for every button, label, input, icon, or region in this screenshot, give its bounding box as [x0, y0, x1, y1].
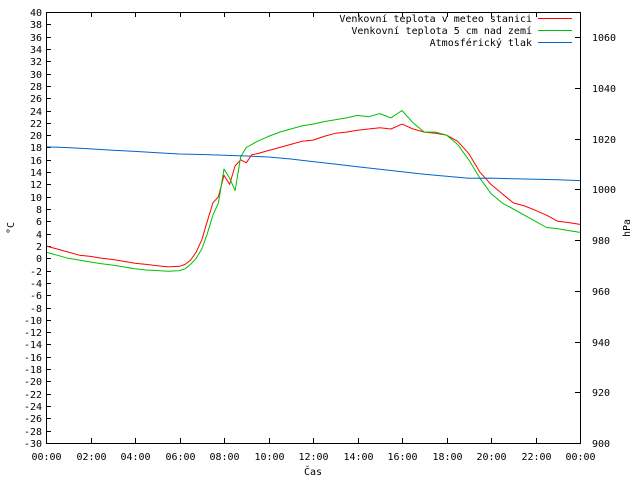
left-tick-label: 8 [36, 205, 42, 216]
left-tick-label: -28 [24, 427, 42, 438]
left-tick-label: 0 [36, 254, 42, 265]
right-tick-label: 960 [592, 287, 610, 298]
right-axis-ticks: 900 920 940 960 980 1000 1020 1040 1060 [575, 33, 616, 450]
left-tick-label: 32 [30, 57, 42, 68]
left-tick-label: 34 [30, 45, 42, 56]
right-tick-label: 1020 [592, 135, 616, 146]
left-tick-label: -20 [24, 377, 42, 388]
x-tick-label: 06:00 [165, 452, 195, 463]
left-tick-label: 10 [30, 193, 42, 204]
left-tick-label: 36 [30, 33, 42, 44]
left-tick-label: 12 [30, 180, 42, 191]
left-tick-label: -18 [24, 365, 42, 376]
x-tick-label: 00:00 [565, 452, 595, 463]
right-tick-label: 1040 [592, 84, 616, 95]
left-tick-label: -16 [24, 353, 42, 364]
x-tick-label: 00:00 [31, 452, 61, 463]
left-tick-label: 28 [30, 82, 42, 93]
left-tick-label: -26 [24, 414, 42, 425]
legend-label-3: Atmosférický tlak [430, 37, 532, 49]
right-tick-label: 900 [592, 439, 610, 450]
left-tick-label: 14 [30, 168, 42, 179]
left-tick-label: 18 [30, 143, 42, 154]
y-axis-label-right: hPa [622, 219, 633, 237]
plot-frame [46, 12, 581, 444]
left-tick-label: -10 [24, 316, 42, 327]
left-tick-label: 40 [30, 8, 42, 19]
left-tick-label: -6 [30, 291, 42, 302]
x-tick-label: 20:00 [476, 452, 506, 463]
left-tick-label: 30 [30, 70, 42, 81]
legend: Venkovní teplota v meteo staniciVenkovní… [339, 13, 572, 49]
x-tick-label: 22:00 [521, 452, 551, 463]
left-tick-label: 38 [30, 20, 42, 31]
left-tick-label: 6 [36, 217, 42, 228]
series-layer [45, 110, 581, 272]
y-axis-label-left: °C [6, 222, 17, 234]
left-tick-label: -2 [30, 267, 42, 278]
right-tick-label: 980 [592, 236, 610, 247]
left-tick-label: -22 [24, 390, 42, 401]
x-tick-label: 18:00 [432, 452, 462, 463]
series-line-3 [45, 146, 581, 182]
series-line-1 [45, 123, 581, 268]
left-tick-label: 20 [30, 131, 42, 142]
x-tick-label: 02:00 [76, 452, 106, 463]
right-tick-label: 940 [592, 338, 610, 349]
left-tick-label: -12 [24, 328, 42, 339]
left-tick-label: -24 [24, 402, 42, 413]
x-tick-label: 04:00 [120, 452, 150, 463]
left-tick-label: -30 [24, 439, 42, 450]
x-tick-label: 12:00 [298, 452, 328, 463]
x-tick-label: 14:00 [343, 452, 373, 463]
series-line-2 [45, 110, 581, 272]
x-tick-label: 08:00 [209, 452, 239, 463]
left-tick-label: 24 [30, 107, 42, 118]
left-tick-label: 2 [36, 242, 42, 253]
x-axis-ticks: 00:00 02:00 04:00 06:00 08:00 10:00 12:00 14:00… [31, 12, 596, 463]
left-tick-label: -4 [30, 279, 42, 290]
legend-label-1: Venkovní teplota v meteo stanici [339, 13, 532, 25]
left-tick-label: -8 [30, 304, 42, 315]
left-tick-label: 26 [30, 94, 42, 105]
left-tick-label: 16 [30, 156, 42, 167]
x-tick-label: 16:00 [387, 452, 417, 463]
x-tick-label: 10:00 [254, 452, 284, 463]
x-axis-label: Čas [304, 465, 322, 478]
left-tick-label: 22 [30, 119, 42, 130]
right-tick-label: 920 [592, 388, 610, 399]
right-tick-label: 1060 [592, 33, 616, 44]
right-tick-label: 1000 [592, 185, 616, 196]
legend-label-2: Venkovní teplota 5 cm nad zemí [351, 25, 532, 37]
left-tick-label: 4 [36, 230, 42, 241]
left-tick-label: -14 [24, 340, 42, 351]
